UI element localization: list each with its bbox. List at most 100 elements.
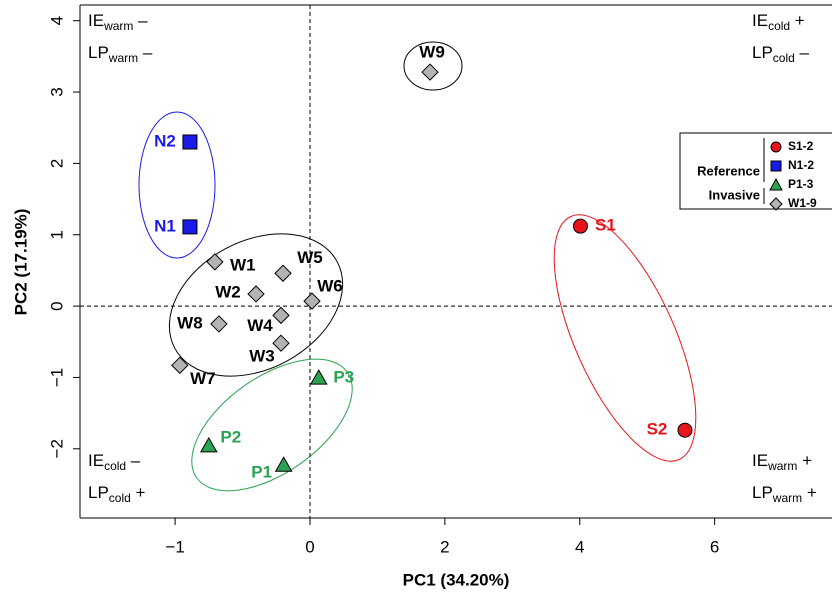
point-label: N2 <box>154 131 176 150</box>
note-sign: + <box>802 483 817 502</box>
point <box>199 436 218 453</box>
point-label: N1 <box>154 216 176 235</box>
x-axis-title: PC1 (34.20%) <box>403 570 510 589</box>
point <box>182 134 198 150</box>
note-text: IE <box>752 451 768 470</box>
point <box>572 218 588 234</box>
y-axis-title: PC2 (17.19%) <box>11 209 30 316</box>
point-label: W9 <box>419 43 445 62</box>
x-tick-label: 2 <box>440 537 449 556</box>
note-sub: warm <box>772 491 802 505</box>
note-sign: + <box>797 451 812 470</box>
ellipse <box>191 358 353 492</box>
note-text: IE <box>752 11 768 30</box>
point <box>272 334 290 352</box>
note-sub: cold <box>104 459 126 473</box>
corner-note: LPcold – <box>752 43 810 65</box>
note-sign: + <box>790 11 805 30</box>
note-sign: – <box>126 451 141 470</box>
corner-note: LPwarm – <box>88 43 153 65</box>
note-text: IE <box>88 451 104 470</box>
note-sign: + <box>131 483 146 502</box>
x-tick-label: 6 <box>710 537 719 556</box>
point-label: W4 <box>247 316 273 335</box>
point <box>210 315 228 333</box>
point-label: W7 <box>190 369 216 388</box>
point-label: W3 <box>249 347 275 366</box>
ellipse <box>553 214 697 462</box>
note-sign: – <box>133 11 148 30</box>
point <box>272 306 290 325</box>
point <box>182 219 198 235</box>
corner-note: LPwarm + <box>752 483 817 505</box>
legend-label: S1-2 <box>788 139 814 153</box>
corner-note: LPcold + <box>88 483 146 505</box>
frame <box>79 4 832 519</box>
point-label: S2 <box>647 420 668 439</box>
corner-note: IEwarm + <box>752 451 812 473</box>
point-label: P2 <box>220 427 241 446</box>
point <box>171 356 189 375</box>
legend-label: P1-3 <box>788 177 814 191</box>
note-text: LP <box>752 43 773 62</box>
y-tick-label: 3 <box>47 87 66 96</box>
point-label: P1 <box>251 463 272 482</box>
point <box>421 63 439 81</box>
corner-note: IEwarm – <box>88 11 148 33</box>
point-label: W1 <box>230 255 256 274</box>
point-label: W5 <box>297 248 323 267</box>
point-label: S1 <box>595 216 616 235</box>
note-sub: cold <box>768 19 790 33</box>
note-sub: warm <box>767 459 797 473</box>
y-tick-label: −1 <box>47 368 66 387</box>
legend-label: W1-9 <box>788 196 817 210</box>
note-text: LP <box>88 43 109 62</box>
cluster-ellipses <box>138 41 697 492</box>
note-text: LP <box>88 483 109 502</box>
legend-marker <box>769 197 783 211</box>
corner-note: IEcold – <box>88 451 141 473</box>
point <box>274 456 293 472</box>
point-label: P3 <box>333 368 354 387</box>
note-sign: – <box>138 43 153 62</box>
note-sub: warm <box>108 51 138 65</box>
x-tick-label: 0 <box>305 537 314 556</box>
corner-note: IEcold + <box>752 11 805 33</box>
note-text: IE <box>88 11 104 30</box>
legend-label: N1-2 <box>788 158 814 172</box>
legend-marker <box>769 177 783 191</box>
note-sign: – <box>795 43 810 62</box>
y-tick-label: −2 <box>47 439 66 458</box>
note-sub: cold <box>109 491 131 505</box>
point <box>274 264 292 282</box>
legend-box <box>679 132 832 210</box>
y-tick-label: 0 <box>47 301 66 310</box>
legend-item: W1-9 <box>769 196 817 211</box>
point <box>309 369 328 385</box>
legend-marker <box>770 141 782 153</box>
ellipse <box>168 233 344 377</box>
x-tick-label: 4 <box>575 537 584 556</box>
legend-item: S1-2 <box>770 139 814 153</box>
point-label: W2 <box>215 282 241 301</box>
point <box>247 285 265 303</box>
y-tick-label: 1 <box>47 230 66 239</box>
legend-item: N1-2 <box>770 158 814 172</box>
point <box>677 422 693 438</box>
legend-marker <box>770 160 782 172</box>
x-tick-label: −1 <box>165 537 184 556</box>
point-label: W8 <box>177 313 203 332</box>
legend-group: Invasive <box>709 187 760 202</box>
note-sub: cold <box>773 51 795 65</box>
note-text: LP <box>752 483 773 502</box>
ellipse <box>138 111 216 259</box>
ellipse <box>403 41 463 91</box>
point <box>303 292 321 310</box>
point <box>206 253 224 271</box>
y-tick-label: 2 <box>47 159 66 168</box>
y-tick-label: 4 <box>47 16 66 25</box>
legend-group: Reference <box>697 163 760 178</box>
point-label: W6 <box>317 277 343 296</box>
note-sub: warm <box>103 19 133 33</box>
